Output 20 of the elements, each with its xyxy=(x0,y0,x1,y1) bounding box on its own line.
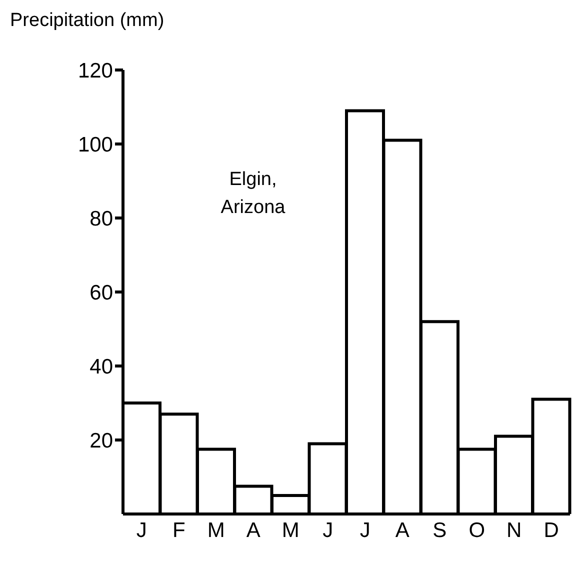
x-tick-label: M xyxy=(207,518,225,542)
y-axis-title: Precipitation (mm) xyxy=(10,10,164,32)
y-tick-label: 20 xyxy=(90,429,113,452)
x-tick-label: D xyxy=(544,518,559,542)
x-tick-label: J xyxy=(322,518,334,542)
x-tick-label: J xyxy=(360,518,370,542)
y-tick-label: 40 xyxy=(90,355,113,378)
x-tick-label: N xyxy=(506,518,522,542)
x-tick-label: F xyxy=(172,518,186,542)
y-tick-label: 60 xyxy=(90,281,113,304)
annotation: Elgin, Arizona xyxy=(220,168,286,220)
x-tick-label: S xyxy=(432,518,447,542)
x-tick-label: O xyxy=(468,518,486,542)
y-tick-label: 100 xyxy=(78,133,113,156)
y-tick-label: 80 xyxy=(90,207,113,230)
x-tick-label: A xyxy=(246,518,260,542)
y-tick-label: 120 xyxy=(78,59,113,82)
x-tick-label: A xyxy=(395,518,410,542)
x-tick-label: M xyxy=(282,518,300,542)
x-tick-label: J xyxy=(136,518,147,542)
